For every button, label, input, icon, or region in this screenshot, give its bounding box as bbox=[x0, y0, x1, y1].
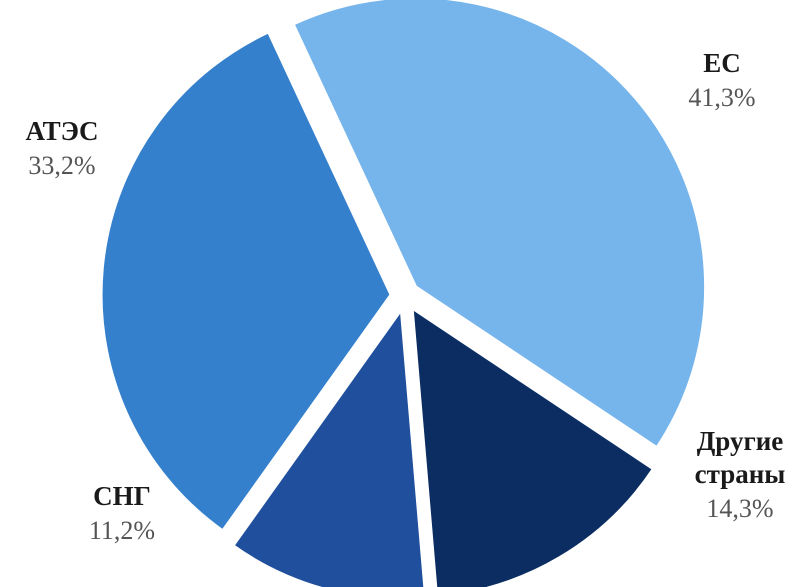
pie-slice-4 bbox=[99, 29, 393, 533]
pie-slice-3 bbox=[230, 305, 427, 587]
pie-slice-2 bbox=[410, 305, 656, 587]
slice-value-4: 33,2% bbox=[28, 151, 95, 180]
slice-value-1: 41,3% bbox=[688, 83, 755, 112]
pie-slice-1 bbox=[291, 0, 708, 450]
slice-label-4: АТЭС bbox=[26, 116, 99, 146]
slice-label-1: ЕС bbox=[703, 48, 741, 78]
pie-slices bbox=[99, 0, 708, 587]
slice-label-3: СНГ bbox=[93, 481, 151, 511]
slice-value-2: 14,3% bbox=[706, 494, 773, 523]
slice-value-3: 11,2% bbox=[89, 516, 155, 545]
slice-label-2: Другие bbox=[697, 426, 784, 456]
slice-label-2: страны bbox=[695, 459, 786, 489]
